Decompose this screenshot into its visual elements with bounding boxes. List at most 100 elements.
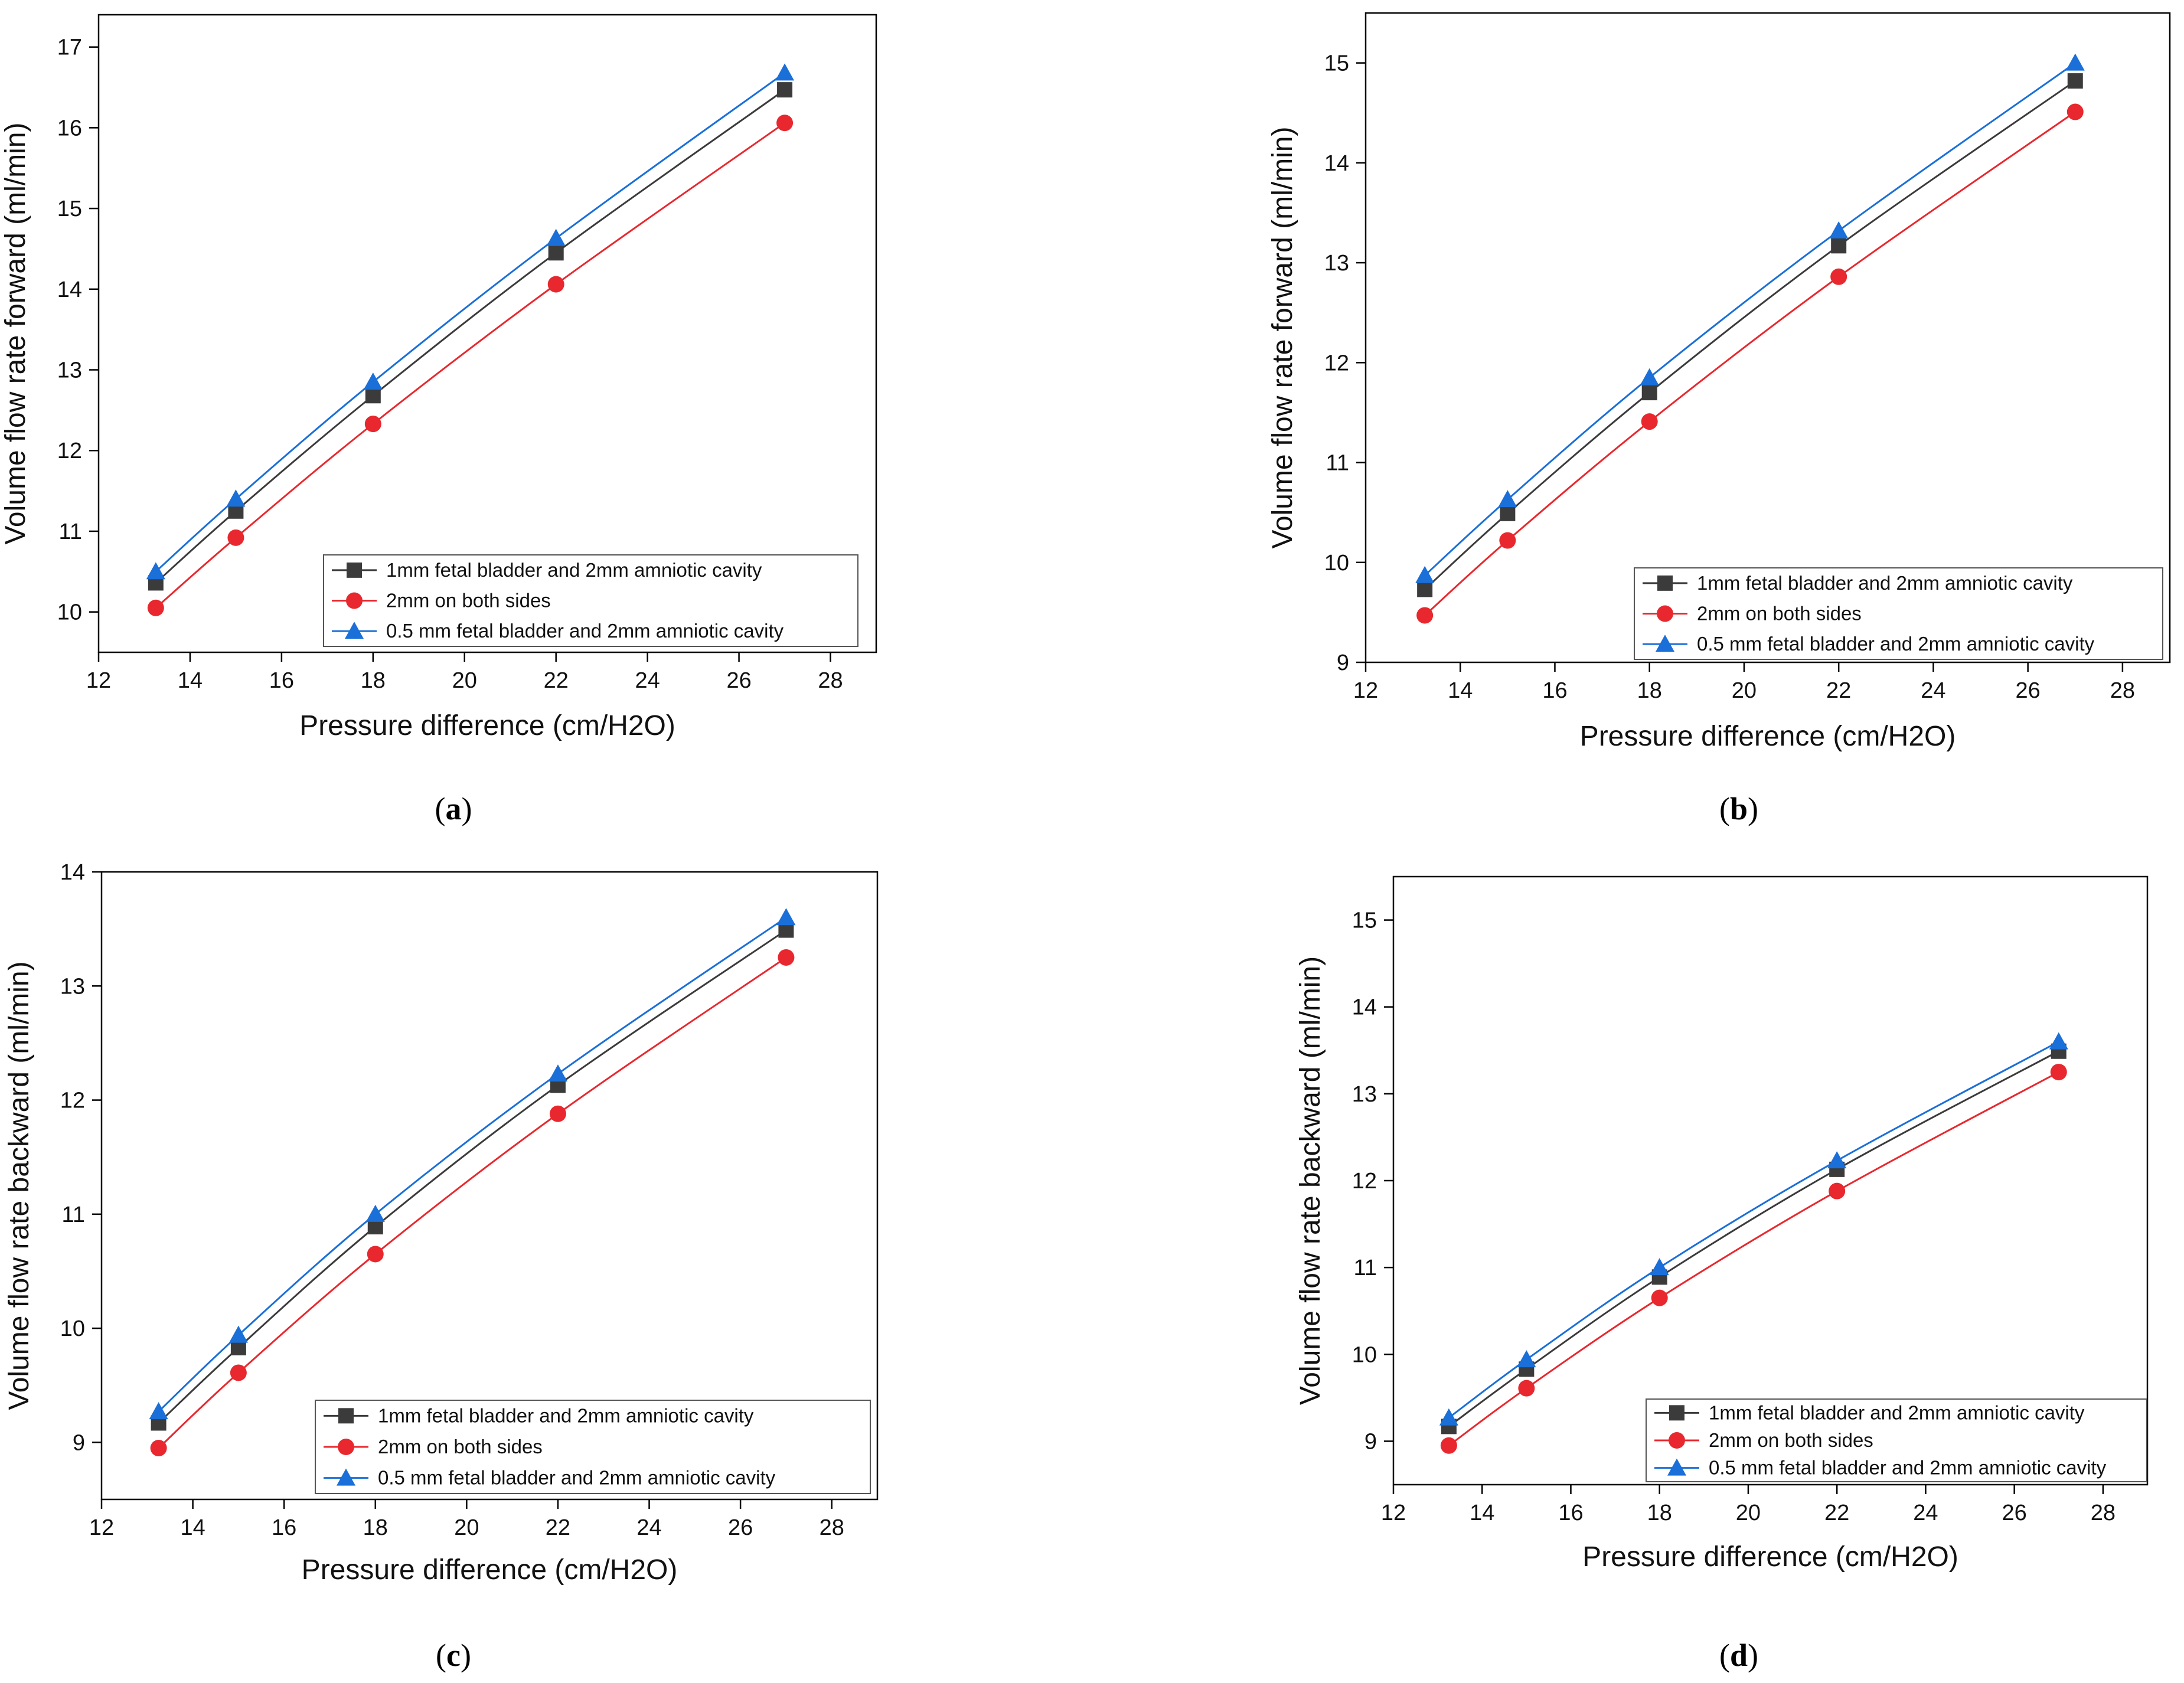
series-line-1	[158, 929, 787, 1424]
series-line-3	[158, 917, 787, 1413]
data-point	[1827, 1151, 1847, 1169]
series-line-1	[155, 89, 785, 584]
legend-label: 2mm on both sides	[1697, 603, 1862, 625]
series-line-3	[1448, 1041, 2059, 1419]
x-tick-label: 12	[1381, 1501, 1406, 1525]
x-tick-label: 14	[1470, 1501, 1494, 1525]
y-axis-title: Volume flow rate backward (ml/min)	[4, 961, 35, 1410]
y-axis-title: Volume flow rate backward (ml/min)	[1295, 956, 1326, 1405]
legend-marker	[1657, 575, 1673, 591]
x-tick-label: 22	[1826, 678, 1851, 703]
x-tick-label: 28	[818, 668, 843, 693]
y-tick-label: 11	[1354, 1256, 1377, 1280]
legend-marker	[346, 592, 363, 609]
legend-label: 1mm fetal bladder and 2mm amniotic cavit…	[378, 1404, 754, 1426]
legend-marker	[1667, 1458, 1686, 1476]
legend-marker	[345, 622, 364, 639]
x-tick-label: 28	[2091, 1501, 2116, 1525]
data-point	[365, 1204, 385, 1222]
series-line-3	[155, 72, 785, 573]
y-tick-label: 14	[57, 277, 82, 302]
y-tick-label: 14	[60, 860, 85, 885]
x-tick-label: 16	[269, 668, 294, 693]
y-tick-label: 9	[1337, 651, 1349, 675]
legend: 1mm fetal bladder and 2mm amniotic cavit…	[1634, 567, 2163, 660]
y-tick-label: 11	[62, 1202, 85, 1227]
x-tick-label: 20	[454, 1515, 479, 1540]
x-tick-label: 18	[363, 1515, 388, 1540]
legend-marker	[338, 1408, 354, 1424]
data-point	[363, 372, 383, 390]
data-point	[1416, 607, 1434, 624]
y-tick-label: 17	[57, 35, 82, 60]
y-tick-label: 13	[60, 974, 85, 999]
x-tick-label: 20	[1732, 678, 1757, 703]
data-point	[775, 63, 795, 81]
x-tick-label: 28	[820, 1515, 844, 1540]
legend-label: 1mm fetal bladder and 2mm amniotic cavit…	[1697, 572, 2073, 594]
x-tick-label: 28	[2110, 678, 2135, 703]
y-tick-label: 10	[60, 1316, 85, 1341]
series-line-2	[155, 122, 785, 609]
y-tick-label: 13	[1352, 1082, 1377, 1107]
y-tick-label: 14	[1324, 151, 1349, 176]
y-tick-label: 12	[1324, 351, 1349, 375]
data-point	[776, 115, 794, 132]
data-point	[2067, 73, 2083, 89]
y-tick-label: 12	[1352, 1169, 1377, 1194]
legend-marker	[1669, 1432, 1685, 1449]
caption-b: (b)	[1719, 791, 1758, 826]
y-tick-label: 10	[1324, 551, 1349, 576]
series-line-2	[1424, 111, 2076, 616]
x-tick-label: 18	[1637, 678, 1662, 703]
data-point	[147, 599, 164, 616]
y-tick-label: 10	[57, 600, 82, 625]
data-point	[1417, 581, 1433, 597]
legend-box	[1634, 567, 2163, 660]
legend-label: 0.5 mm fetal bladder and 2mm amniotic ca…	[378, 1467, 776, 1489]
y-tick-label: 12	[57, 439, 82, 463]
data-point	[1641, 385, 1657, 401]
x-tick-label: 16	[1542, 678, 1567, 703]
data-point	[1518, 1380, 1535, 1397]
data-point	[1439, 1408, 1458, 1426]
x-tick-label: 24	[1921, 678, 1945, 703]
data-point	[149, 1402, 168, 1420]
y-tick-label: 16	[57, 116, 82, 140]
y-tick-label: 15	[57, 197, 82, 221]
x-tick-label: 20	[1736, 1501, 1761, 1525]
legend: 1mm fetal bladder and 2mm amniotic cavit…	[315, 1400, 871, 1494]
series-line-1	[1448, 1050, 2059, 1427]
legend-marker	[1669, 1405, 1684, 1421]
legend-marker	[1656, 635, 1674, 652]
x-tick-label: 12	[1353, 678, 1378, 703]
legend-box	[323, 554, 858, 647]
data-point	[1641, 413, 1658, 430]
y-tick-label: 13	[1324, 251, 1349, 276]
data-point	[777, 82, 793, 98]
x-tick-label: 18	[361, 668, 386, 693]
x-axis-title: Pressure difference (cm/H2O)	[1582, 1541, 1958, 1573]
chart-panel-d: 12 14 16 18 20 22 24 26 28 9 10 11 12 13 14 15 Pressure …	[1295, 875, 2149, 1573]
series-line-2	[158, 956, 787, 1449]
legend: 1mm fetal bladder and 2mm amniotic cavit…	[1646, 1398, 2147, 1482]
chart-panel-b: 12 14 16 18 20 22 24 26 28 9 10 11 12 13 14 15 Pressure …	[1267, 12, 2171, 752]
y-axis-title: Volume flow rate forward (ml/min)	[1267, 127, 1298, 549]
data-point	[150, 1440, 167, 1457]
x-tick-label: 22	[546, 1515, 570, 1540]
x-tick-label: 18	[1647, 1501, 1672, 1525]
y-tick-label: 9	[1364, 1429, 1377, 1454]
data-point	[2067, 103, 2084, 120]
data-point	[1829, 221, 1849, 238]
y-tick-label: 13	[57, 358, 82, 383]
data-point	[1498, 490, 1517, 508]
x-axis-title: Pressure difference (cm/H2O)	[302, 1554, 678, 1586]
legend-box	[1646, 1398, 2147, 1482]
data-point	[1829, 1182, 1846, 1200]
x-tick-label: 24	[636, 1515, 661, 1540]
x-tick-label: 26	[2016, 678, 2041, 703]
data-point	[776, 908, 796, 926]
data-point	[228, 1325, 248, 1343]
x-tick-label: 24	[1913, 1501, 1938, 1525]
data-point	[1499, 532, 1516, 549]
